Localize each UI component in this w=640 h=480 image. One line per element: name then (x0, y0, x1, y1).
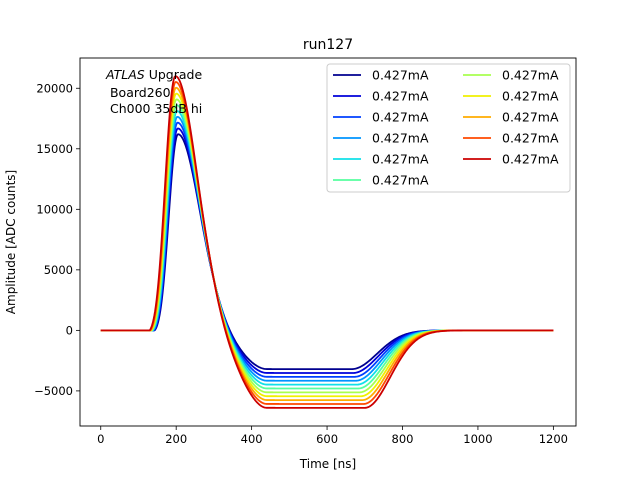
plot-frame (79, 57, 577, 427)
legend-label: 0.427mA (502, 110, 559, 125)
y-axis-ticks: −5000 0 5000 10000 15000 20000 (34, 81, 80, 398)
x-tick-label: 600 (316, 432, 338, 446)
annotation-line1: ATLAS Upgrade (105, 67, 202, 82)
x-tick-label: 1000 (463, 432, 492, 446)
legend: 0.427mA 0.427mA 0.427mA 0.427mA 0.427mA 0.427… (326, 63, 571, 193)
legend-label: 0.427mA (372, 173, 429, 188)
legend-label: 0.427mA (502, 152, 559, 167)
y-tick-label: −5000 (34, 384, 73, 398)
legend-label: 0.427mA (502, 89, 559, 104)
y-tick-label: 5000 (44, 263, 73, 277)
legend-label: 0.427mA (372, 131, 429, 146)
y-tick-label: 15000 (36, 142, 73, 156)
legend-label: 0.427mA (372, 110, 429, 125)
legend-items: 0.427mA 0.427mA 0.427mA 0.427mA 0.427mA 0.427… (333, 68, 559, 188)
x-axis-label: Time [ns] (299, 457, 356, 471)
x-tick-label: 400 (241, 432, 263, 446)
annotation-atlas: ATLAS (105, 67, 145, 82)
legend-label: 0.427mA (502, 68, 559, 83)
chart-title: run127 (303, 37, 353, 53)
x-tick-label: 1200 (539, 432, 568, 446)
legend-label: 0.427mA (372, 68, 429, 83)
legend-frame (326, 63, 571, 193)
x-tick-label: 0 (97, 432, 104, 446)
x-tick-label: 200 (165, 432, 187, 446)
legend-label: 0.427mA (502, 131, 559, 146)
y-tick-label: 10000 (36, 202, 73, 216)
annotation-line3: Ch000 35dB hi (106, 101, 202, 116)
y-tick-label: 0 (66, 323, 73, 337)
plot-lines (100, 75, 554, 409)
x-axis-ticks: 0 200 400 600 800 1000 1200 (97, 426, 568, 446)
series-line (100, 75, 554, 409)
y-tick-label: 20000 (36, 81, 73, 95)
legend-label: 0.427mA (372, 89, 429, 104)
annotation-upgrade: Upgrade (145, 67, 203, 82)
x-tick-label: 800 (392, 432, 414, 446)
legend-label: 0.427mA (372, 152, 429, 167)
y-axis-label: Amplitude [ADC counts] (4, 170, 18, 314)
annotation-line2: Board260 (106, 85, 171, 100)
